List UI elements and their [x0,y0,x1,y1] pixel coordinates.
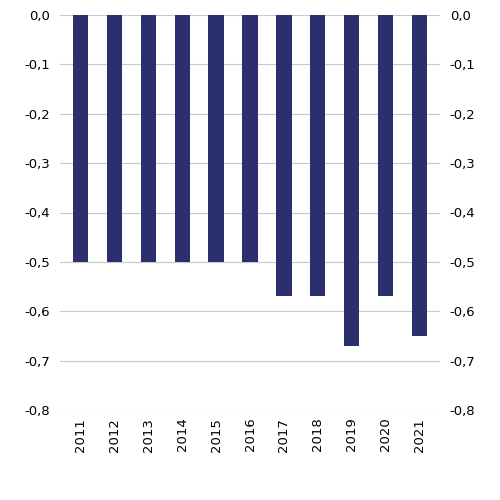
Bar [72,15,88,262]
Bar [174,15,190,262]
Bar [106,15,122,262]
Bar [412,15,428,336]
Bar [344,15,360,346]
Bar [208,15,224,262]
Bar [378,15,394,296]
Bar [310,15,326,296]
Bar [140,15,156,262]
Bar [276,15,291,296]
Bar [242,15,258,262]
